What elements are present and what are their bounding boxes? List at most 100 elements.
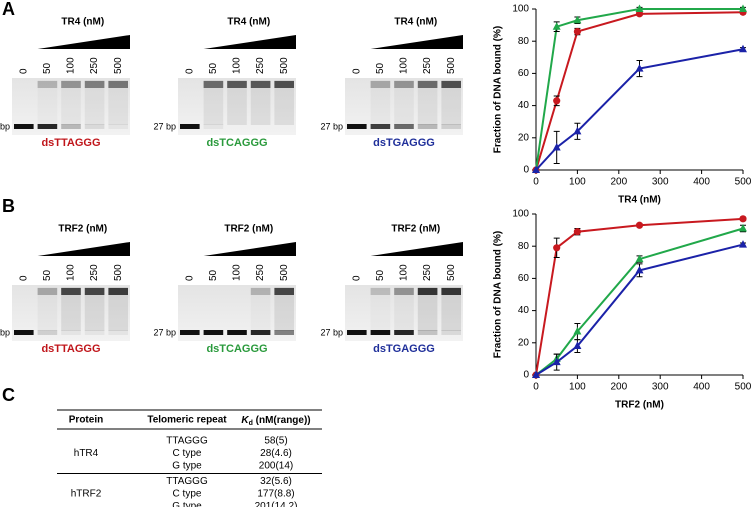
lane-label: 50	[208, 62, 219, 74]
table-header: Telomeric repeat	[147, 415, 227, 426]
x-axis-label: TR4 (nM)	[618, 195, 661, 206]
free-band	[441, 330, 461, 335]
lane-label: 500	[446, 57, 457, 74]
size-label: 27 bp	[153, 121, 176, 131]
protein-label: TR4 (nM)	[394, 17, 437, 28]
marker	[635, 265, 644, 274]
series-line	[535, 8, 743, 171]
kd-subscript: d	[249, 420, 253, 427]
series-line	[535, 11, 744, 171]
y-tick-label: 40	[518, 305, 530, 316]
marker	[553, 97, 561, 105]
protein-label: TRF2 (nM)	[224, 224, 273, 235]
size-label: 27 bp	[320, 121, 343, 131]
concentration-wedge	[203, 242, 296, 256]
marker	[635, 4, 644, 12]
lane-label: 100	[232, 264, 243, 281]
smear	[370, 80, 391, 125]
kd-value: 58(5)	[264, 436, 287, 447]
concentration-wedge	[370, 35, 463, 49]
dna-name: dsTGAGGG	[373, 137, 435, 149]
lane-label: 0	[184, 275, 195, 281]
dna-name: dsTGAGGG	[373, 343, 435, 355]
smear	[203, 80, 224, 125]
lane-label: 50	[42, 62, 53, 74]
free-band	[203, 330, 224, 335]
marker	[635, 254, 644, 263]
protein-label: TR4 (nM)	[61, 17, 104, 28]
lane-label: 250	[422, 264, 433, 281]
x-tick-label: 100	[569, 382, 586, 393]
size-label: 27 bp	[0, 327, 10, 337]
y-axis-label: Fraction of DNA bound (%)	[493, 26, 504, 153]
lane-label: 50	[375, 62, 386, 74]
free-band	[180, 124, 200, 129]
lane-label: 0	[351, 275, 362, 281]
marker	[573, 327, 582, 335]
complex-band	[61, 81, 81, 88]
lane-label: 0	[351, 68, 362, 74]
protein-label: TR4 (nM)	[227, 17, 270, 28]
free-band	[180, 330, 200, 335]
complex-band	[84, 81, 105, 88]
free-band	[370, 124, 391, 129]
smear	[274, 80, 294, 125]
smear	[250, 287, 271, 331]
marker	[532, 165, 540, 173]
concentration-wedge	[37, 35, 130, 49]
marker	[573, 15, 582, 24]
complex-band	[37, 288, 58, 295]
lane-label: 50	[42, 269, 53, 281]
smear	[61, 287, 81, 331]
marker	[739, 240, 747, 248]
smear	[37, 287, 58, 331]
table-header: Kd (nM(range))	[241, 415, 310, 427]
x-tick-label: 500	[735, 382, 752, 393]
complex-band	[250, 81, 271, 88]
lane-label: 250	[255, 57, 266, 74]
complex-band	[108, 288, 128, 295]
y-tick-label: 0	[523, 165, 529, 176]
size-label: 27 bp	[153, 327, 176, 337]
kd-value: 201(14.2)	[255, 501, 298, 507]
marker	[552, 357, 561, 366]
lane-label: 250	[422, 57, 433, 74]
complex-band	[61, 288, 81, 295]
free-band	[274, 330, 294, 335]
size-label: 27 bp	[320, 327, 343, 337]
complex-band	[274, 81, 294, 88]
size-label: 27 bp	[0, 121, 10, 131]
complex-band	[37, 81, 58, 88]
smear	[417, 287, 438, 331]
lane-label: 250	[89, 264, 100, 281]
marker	[553, 244, 561, 252]
concentration-wedge	[37, 242, 130, 256]
lane-label: 0	[18, 68, 29, 74]
repeat: C type	[173, 489, 202, 500]
y-tick-label: 80	[518, 36, 530, 47]
free-band	[61, 124, 81, 129]
kd-value: 200(14)	[259, 461, 293, 472]
smear	[274, 287, 294, 331]
smear	[250, 80, 271, 125]
free-band	[370, 330, 391, 335]
free-band	[394, 330, 414, 335]
y-tick-label: 60	[518, 273, 530, 284]
x-tick-label: 0	[533, 382, 539, 393]
marker	[739, 4, 747, 12]
smear	[441, 287, 461, 331]
panel-label: C	[2, 385, 15, 405]
x-axis-label: TRF2 (nM)	[615, 400, 664, 411]
lane-label: 50	[208, 269, 219, 281]
marker	[635, 221, 644, 229]
smear	[417, 80, 438, 125]
smear	[108, 80, 128, 125]
y-axis-label: Fraction of DNA bound (%)	[493, 231, 504, 358]
complex-band	[417, 288, 438, 295]
free-band	[108, 330, 128, 335]
lane-label: 250	[255, 264, 266, 281]
protein-name: hTR4	[74, 448, 99, 459]
protein-label: TRF2 (nM)	[391, 224, 440, 235]
free-band	[37, 330, 58, 335]
